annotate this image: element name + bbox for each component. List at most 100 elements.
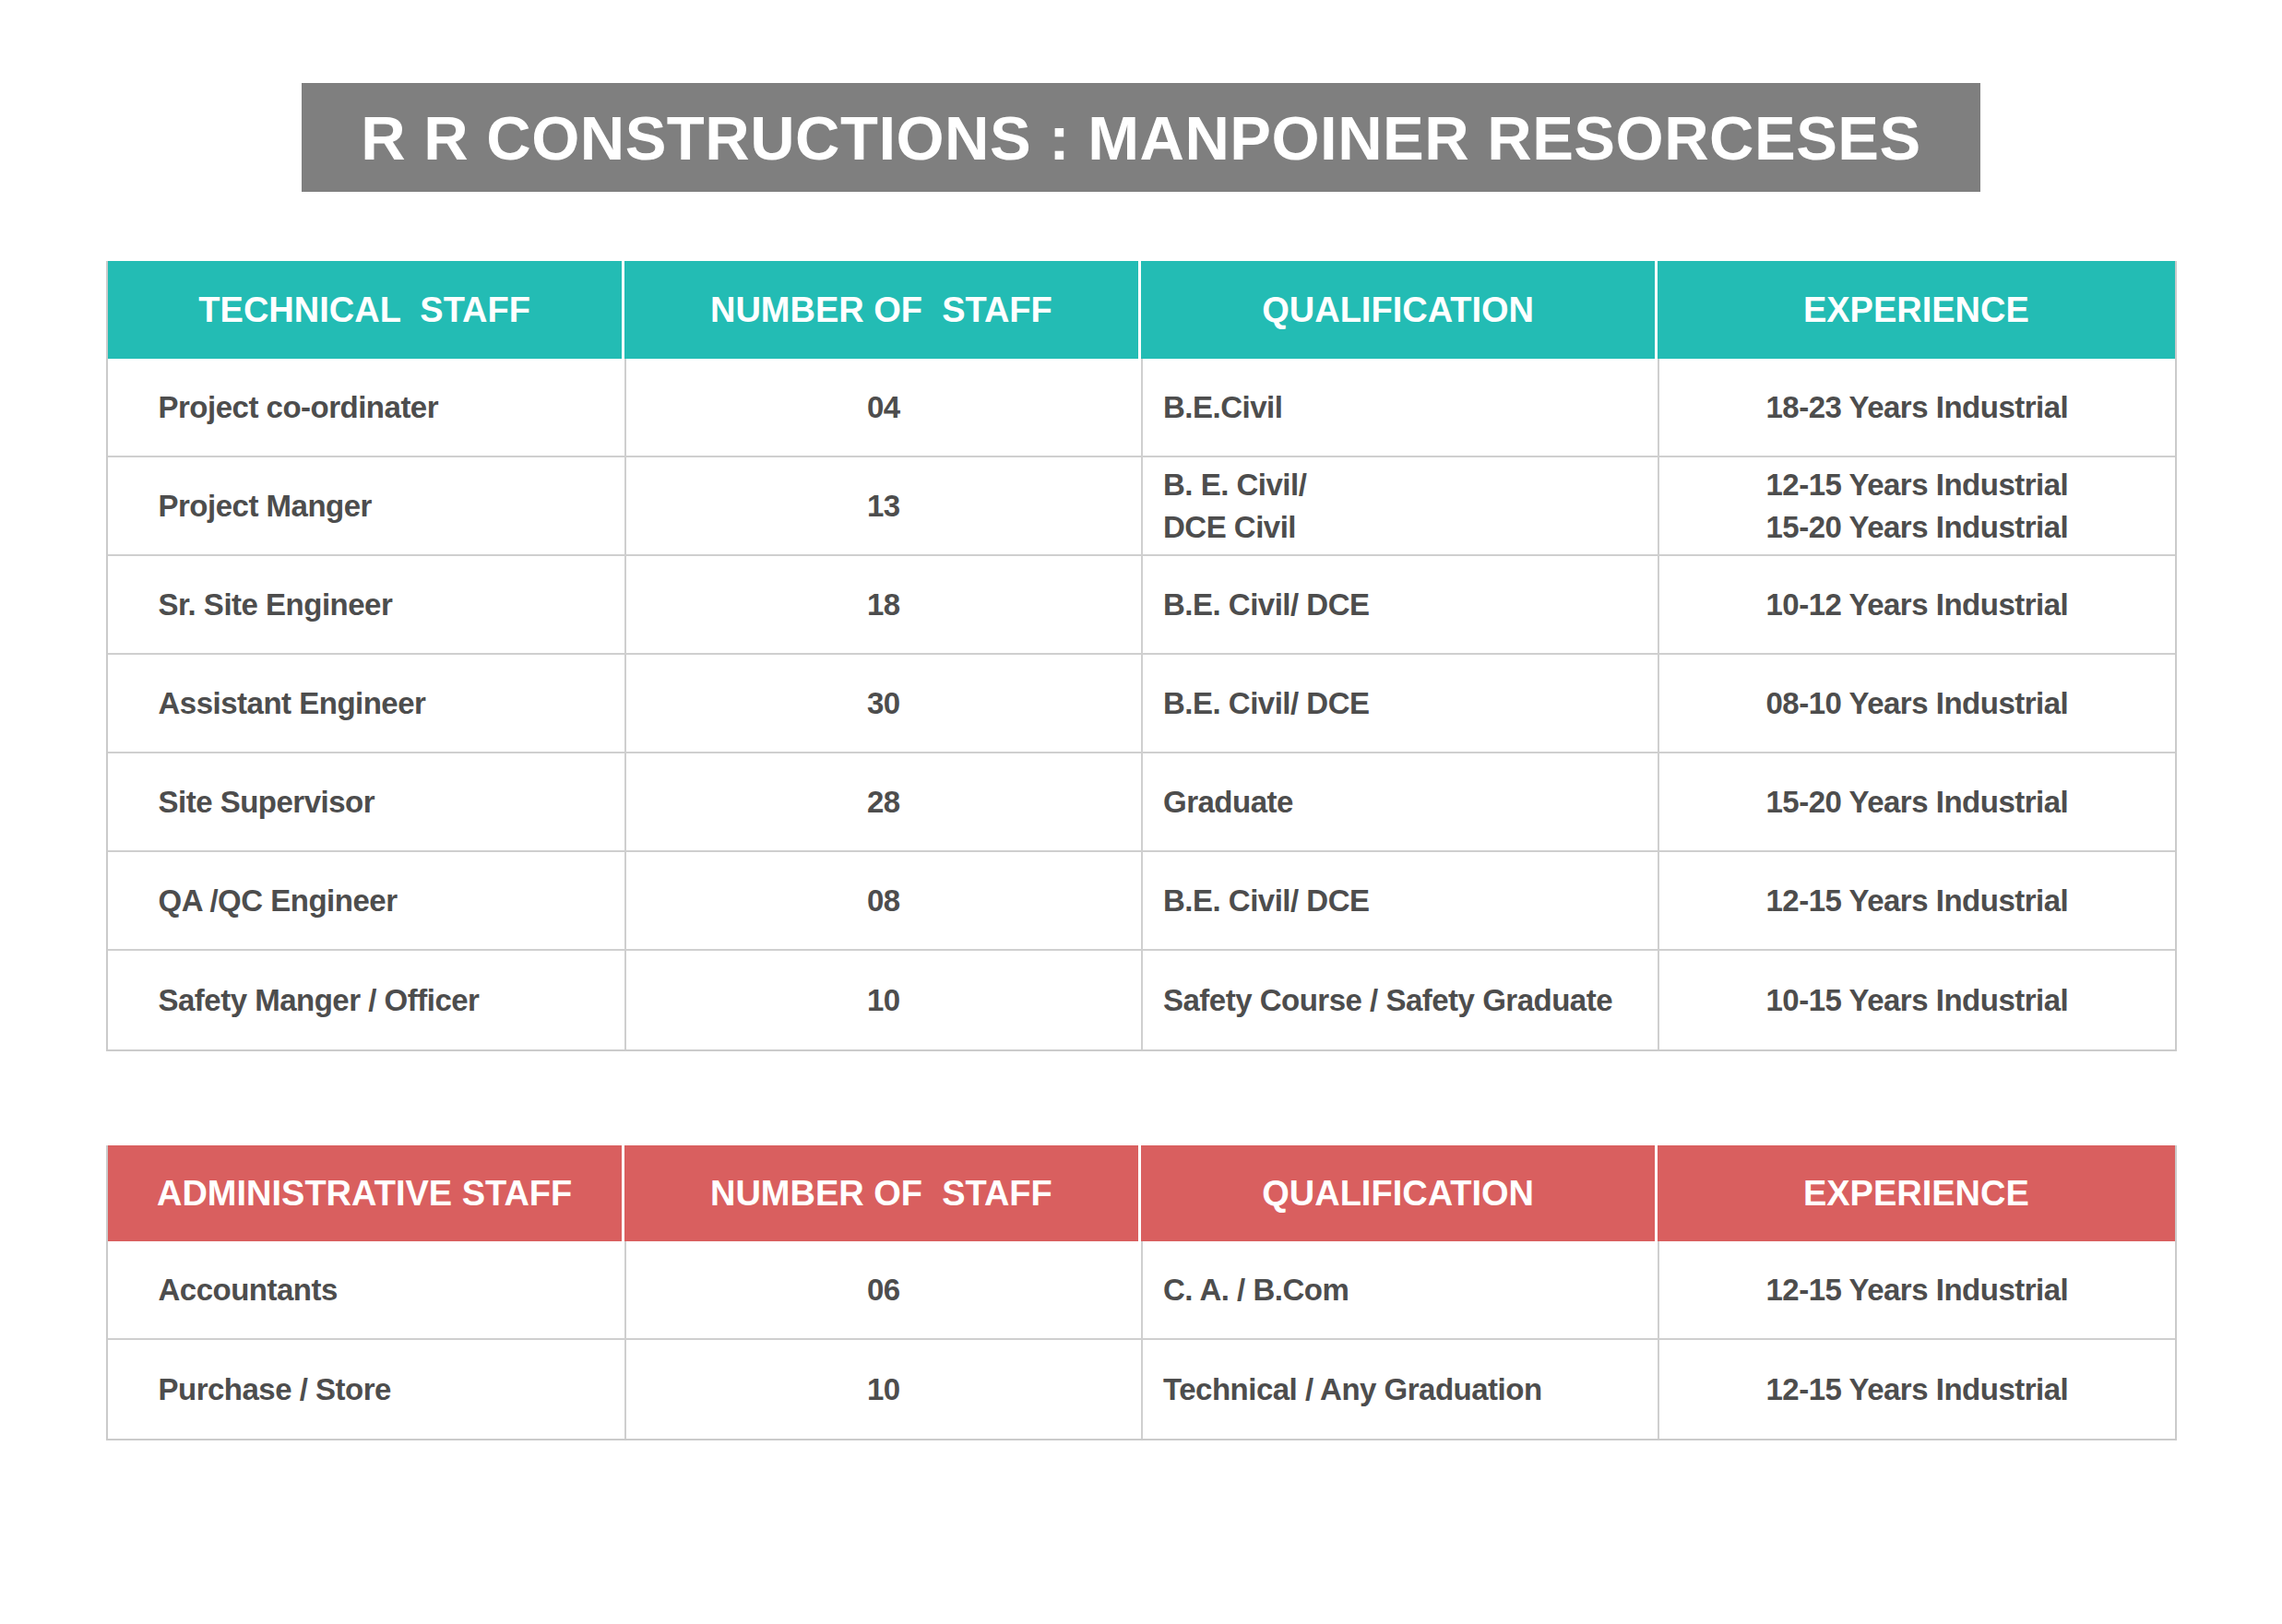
cell-text: 06 [867,1269,900,1311]
page: { "page_title": "R R CONSTRUCTIONS : MAN… [0,0,2282,1624]
table-row: Site Supervisor 28 Graduate 15-20 Years Ind… [108,753,2175,852]
cell-number: 10 [624,1340,1141,1439]
technical-table-body: Project co-ordinater 04 B.E.Civil 18-23 Yea… [108,359,2175,1049]
column-header-label: QUALIFICATION [1262,290,1534,330]
technical-table-header-row: TECHNICAL STAFF NUMBER OF STAFF QUALIFICAT… [108,261,2175,359]
administrative-staff-table: ADMINISTRATIVE STAFF NUMBER OF STAFF QUALI… [106,1145,2177,1440]
cell-text: 12-15 Years Industrial [1766,464,2069,506]
cell-text: 12-15 Years Industrial [1766,880,2069,922]
cell-text: 10-15 Years Industrial [1766,979,2069,1022]
cell-text: 10-12 Years Industrial [1766,584,2069,626]
column-header-label: TECHNICAL STAFF [198,290,530,330]
cell-text: B.E. Civil/ DCE [1163,682,1370,725]
cell-number: 30 [624,655,1141,752]
cell-text: 18-23 Years Industrial [1766,386,2069,429]
column-header-number: NUMBER OF STAFF [624,1145,1141,1241]
cell-staff: Project Manger [108,457,624,554]
cell-experience: 10-15 Years Industrial [1658,951,2174,1049]
cell-experience: 12-15 Years Industrial [1658,852,2174,949]
table-row: Purchase / Store 10 Technical / Any Gradua… [108,1340,2175,1439]
cell-number: 04 [624,359,1141,456]
column-header-label: EXPERIENCE [1803,290,2029,330]
table-row: Sr. Site Engineer 18 B.E. Civil/ DCE 10-12 … [108,556,2175,655]
column-header-label: ADMINISTRATIVE STAFF [157,1174,572,1214]
column-header-qualification: QUALIFICATION [1141,1145,1658,1241]
cell-text: B.E.Civil [1163,386,1282,429]
cell-staff: Accountants [108,1241,624,1338]
administrative-table-body: Accountants 06 C. A. / B.Com 12-15 Years In… [108,1241,2175,1439]
cell-number: 18 [624,556,1141,653]
cell-text: 18 [867,584,900,626]
cell-experience: 18-23 Years Industrial [1658,359,2174,456]
cell-qualification: C. A. / B.Com [1141,1241,1658,1338]
cell-text: Project Manger [159,485,372,528]
cell-text: Safety Course / Safety Graduate [1163,979,1612,1022]
cell-text: Accountants [159,1269,338,1311]
cell-text: 15-20 Years Industrial [1766,506,2069,549]
cell-text: 10 [867,1369,900,1411]
column-header-number: NUMBER OF STAFF [624,261,1141,359]
cell-text: 08-10 Years Industrial [1766,682,2069,725]
cell-text: 10 [867,979,900,1022]
cell-qualification: Technical / Any Graduation [1141,1340,1658,1439]
cell-text: Sr. Site Engineer [159,584,393,626]
cell-number: 10 [624,951,1141,1049]
cell-qualification: B.E. Civil/ DCE [1141,852,1658,949]
cell-number: 13 [624,457,1141,554]
cell-experience: 12-15 Years Industrial [1658,1340,2174,1439]
table-row: Project Manger 13 B. E. Civil/DCE Civil 12-… [108,457,2175,556]
column-header-label: QUALIFICATION [1262,1174,1534,1214]
table-row: Accountants 06 C. A. / B.Com 12-15 Years In… [108,1241,2175,1340]
title-banner: R R CONSTRUCTIONS : MANPOINER RESORCESES [302,83,1980,192]
cell-text: Site Supervisor [159,781,375,824]
cell-experience: 15-20 Years Industrial [1658,753,2174,850]
administrative-table-header-row: ADMINISTRATIVE STAFF NUMBER OF STAFF QUALI… [108,1145,2175,1241]
cell-qualification: B.E. Civil/ DCE [1141,655,1658,752]
cell-text: Graduate [1163,781,1293,824]
cell-text: B.E. Civil/ DCE [1163,880,1370,922]
cell-text: Safety Manger / Officer [159,979,480,1022]
cell-experience: 10-12 Years Industrial [1658,556,2174,653]
cell-qualification: B.E. Civil/ DCE [1141,556,1658,653]
cell-text: 30 [867,682,900,725]
cell-text: 12-15 Years Industrial [1766,1369,2069,1411]
cell-text: Technical / Any Graduation [1163,1369,1542,1411]
cell-text: 04 [867,386,900,429]
column-header-label: NUMBER OF STAFF [710,290,1052,330]
table-row: QA /QC Engineer 08 B.E. Civil/ DCE 12-15 Ye… [108,852,2175,951]
cell-text: Assistant Engineer [159,682,426,725]
cell-text: Project co-ordinater [159,386,439,429]
cell-number: 28 [624,753,1141,850]
cell-text: C. A. / B.Com [1163,1269,1349,1311]
cell-number: 08 [624,852,1141,949]
cell-text: 13 [867,485,900,528]
column-header-experience: EXPERIENCE [1658,1145,2174,1241]
cell-qualification: Graduate [1141,753,1658,850]
cell-text: B.E. Civil/ DCE [1163,584,1370,626]
page-title: R R CONSTRUCTIONS : MANPOINER RESORCESES [361,102,1920,173]
column-header-label: EXPERIENCE [1803,1174,2029,1214]
cell-text: QA /QC Engineer [159,880,398,922]
cell-text: Purchase / Store [159,1369,391,1411]
cell-staff: Site Supervisor [108,753,624,850]
column-header-qualification: QUALIFICATION [1141,261,1658,359]
column-header-staff: TECHNICAL STAFF [108,261,624,359]
technical-staff-table: TECHNICAL STAFF NUMBER OF STAFF QUALIFICAT… [106,261,2177,1051]
table-row: Safety Manger / Officer 10 Safety Course /… [108,951,2175,1049]
cell-staff: Sr. Site Engineer [108,556,624,653]
cell-text: 12-15 Years Industrial [1766,1269,2069,1311]
cell-experience: 08-10 Years Industrial [1658,655,2174,752]
column-header-experience: EXPERIENCE [1658,261,2174,359]
cell-text: DCE Civil [1163,506,1296,549]
column-header-staff: ADMINISTRATIVE STAFF [108,1145,624,1241]
cell-staff: Safety Manger / Officer [108,951,624,1049]
cell-qualification: Safety Course / Safety Graduate [1141,951,1658,1049]
cell-qualification: B.E.Civil [1141,359,1658,456]
cell-text: B. E. Civil/ [1163,464,1306,506]
table-row: Project co-ordinater 04 B.E.Civil 18-23 Yea… [108,359,2175,457]
cell-experience: 12-15 Years Industrial15-20 Years Indust… [1658,457,2174,554]
cell-text: 15-20 Years Industrial [1766,781,2069,824]
cell-staff: Assistant Engineer [108,655,624,752]
cell-staff: Purchase / Store [108,1340,624,1439]
cell-staff: QA /QC Engineer [108,852,624,949]
